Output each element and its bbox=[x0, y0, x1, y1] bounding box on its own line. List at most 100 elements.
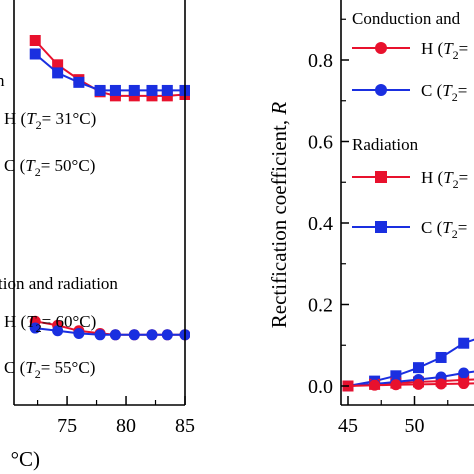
right-legend-marker bbox=[375, 42, 387, 54]
left-legend-entry-symbol: T bbox=[25, 156, 36, 175]
left-panel: 75 80 85 nH (T2= 31°C)C (T2= 50°C)tion and… bbox=[0, 0, 195, 471]
left-series-1-point bbox=[161, 84, 173, 96]
left-series-3-point bbox=[73, 327, 85, 339]
left-legend-entry: H (T2= 31°C) bbox=[4, 109, 96, 132]
right-x-tick-label: 45 bbox=[338, 415, 358, 437]
right-y-tick-label: 0.2 bbox=[308, 295, 333, 317]
right-x-tick-label: 50 bbox=[405, 415, 425, 437]
left-legend-entry-symbol: T bbox=[25, 358, 36, 377]
right-legend-entry-sub: 2 bbox=[452, 227, 458, 241]
left-legend-entry-sub: 2 bbox=[35, 165, 41, 179]
right-legend-entry: H (T2= bbox=[421, 39, 468, 62]
right-y-axis-label-symbol: R bbox=[267, 102, 291, 116]
left-legend-entry-value: = 50°C) bbox=[41, 156, 96, 175]
right-y-tick-label: 0.0 bbox=[308, 376, 333, 398]
right-legend-entry: C (T2= bbox=[421, 81, 467, 104]
right-legend-entry-sub: 2 bbox=[452, 90, 458, 104]
right-legend-group-title: Radiation bbox=[352, 135, 419, 154]
left-series-3-point bbox=[146, 329, 158, 341]
right-series-3-point bbox=[458, 378, 470, 390]
right-legend-marker bbox=[375, 84, 387, 96]
left-legend-entry-sub: 2 bbox=[36, 321, 42, 335]
left-annotation-text: tion and radiation bbox=[0, 274, 118, 293]
right-series-layer bbox=[342, 337, 474, 392]
left-series-3-point bbox=[52, 325, 64, 337]
right-y-axis-label: Rectification coefficient, R bbox=[267, 102, 291, 329]
right-legend-entry-symbol: T bbox=[442, 218, 453, 237]
left-series-1-point bbox=[52, 67, 64, 79]
left-x-ticks: 75 80 85 bbox=[36, 396, 195, 437]
left-series-1-point bbox=[128, 84, 140, 96]
right-series-0-point bbox=[458, 337, 470, 349]
right-series-0-line bbox=[347, 338, 474, 387]
left-series-0-point bbox=[29, 35, 41, 46]
right-legend-entry-symbol: T bbox=[443, 39, 454, 58]
right-legend-entry: H (T2= bbox=[421, 168, 468, 191]
left-legend-entry-prefix: H ( bbox=[4, 312, 27, 331]
right-legend-marker bbox=[375, 221, 387, 233]
right-y-tick-label: 0.6 bbox=[308, 132, 333, 154]
right-series-3-point bbox=[390, 379, 402, 391]
right-series-3-point bbox=[435, 378, 447, 390]
left-legend-entry-symbol: T bbox=[26, 312, 37, 331]
left-x-tick-label: 75 bbox=[57, 415, 77, 437]
left-series-1-point bbox=[29, 48, 41, 60]
right-plot-frame bbox=[340, 0, 474, 406]
right-y-axis-label-text: Rectification coefficient, bbox=[267, 120, 291, 328]
left-legend-entry-symbol: T bbox=[26, 109, 37, 128]
left-series-3-point bbox=[109, 329, 121, 341]
left-x-tick-label: 85 bbox=[175, 415, 195, 437]
left-legend-entry-value: = 60°C) bbox=[42, 312, 97, 331]
right-legend-entry-symbol: T bbox=[442, 81, 453, 100]
left-legend-entry-value: = 55°C) bbox=[41, 358, 96, 377]
left-x-axis-label: °C) bbox=[11, 447, 40, 471]
left-series-3-point bbox=[94, 329, 106, 341]
right-panel: 0.0 0.2 0.4 0.6 0.8 45 50 Rectification coeffi… bbox=[267, 0, 474, 437]
left-series-1-point bbox=[109, 84, 121, 96]
right-legend-entry-symbol: T bbox=[443, 168, 454, 187]
right-series-0-point bbox=[390, 370, 402, 382]
right-legend-marker bbox=[375, 171, 387, 183]
left-series-0-point bbox=[52, 59, 64, 71]
right-axis-ticks: 0.0 0.2 0.4 0.6 0.8 45 50 bbox=[308, 18, 449, 437]
right-series-0-point bbox=[412, 362, 424, 374]
left-legend-entry-prefix: C ( bbox=[4, 156, 26, 175]
left-legend-entry-sub: 2 bbox=[36, 118, 42, 132]
left-series-3-point bbox=[161, 329, 173, 341]
right-legend-entry-value: = bbox=[458, 218, 468, 237]
left-series-layer bbox=[29, 35, 190, 341]
left-legend-entry: C (T2= 50°C) bbox=[4, 156, 95, 179]
right-series-3-point bbox=[369, 379, 381, 391]
left-plot-frame bbox=[13, 0, 186, 406]
left-legend-entry: C (T2= 55°C) bbox=[4, 358, 95, 381]
right-legend-entry-value: = bbox=[459, 39, 469, 58]
left-legend-entry-sub: 2 bbox=[35, 367, 41, 381]
left-series-1-point bbox=[146, 84, 158, 96]
right-legend-entry-value: = bbox=[459, 168, 469, 187]
right-legend-group-title: Conduction and bbox=[352, 9, 461, 28]
right-series-0-point bbox=[435, 351, 447, 363]
left-series-3-point bbox=[29, 322, 41, 334]
right-legend-entry-prefix: H ( bbox=[421, 168, 444, 187]
left-legend-entry-value: = 31°C) bbox=[42, 109, 97, 128]
right-series-3-point bbox=[412, 378, 424, 390]
left-series-1-point bbox=[73, 76, 85, 88]
left-legend-entry-prefix: H ( bbox=[4, 109, 27, 128]
left-legend-entry: H (T2= 60°C) bbox=[4, 312, 96, 335]
right-legend-entry: C (T2= bbox=[421, 218, 467, 241]
right-legend-entry-value: = bbox=[458, 81, 468, 100]
right-legend-entry-prefix: C ( bbox=[421, 218, 443, 237]
right-legend-entry-prefix: C ( bbox=[421, 81, 443, 100]
left-x-tick-label: 80 bbox=[116, 415, 136, 437]
left-series-3-point bbox=[128, 329, 140, 341]
right-y-tick-label: 0.4 bbox=[308, 213, 333, 235]
right-y-tick-label: 0.8 bbox=[308, 50, 333, 72]
right-legend-entry-sub: 2 bbox=[453, 177, 459, 191]
right-legend-entry-sub: 2 bbox=[453, 48, 459, 62]
left-series-1-point bbox=[94, 84, 106, 96]
right-series-2-point bbox=[458, 367, 470, 379]
left-annotations: nH (T2= 31°C)C (T2= 50°C)tion and radiat… bbox=[0, 71, 118, 381]
right-legend-entry-prefix: H ( bbox=[421, 39, 444, 58]
